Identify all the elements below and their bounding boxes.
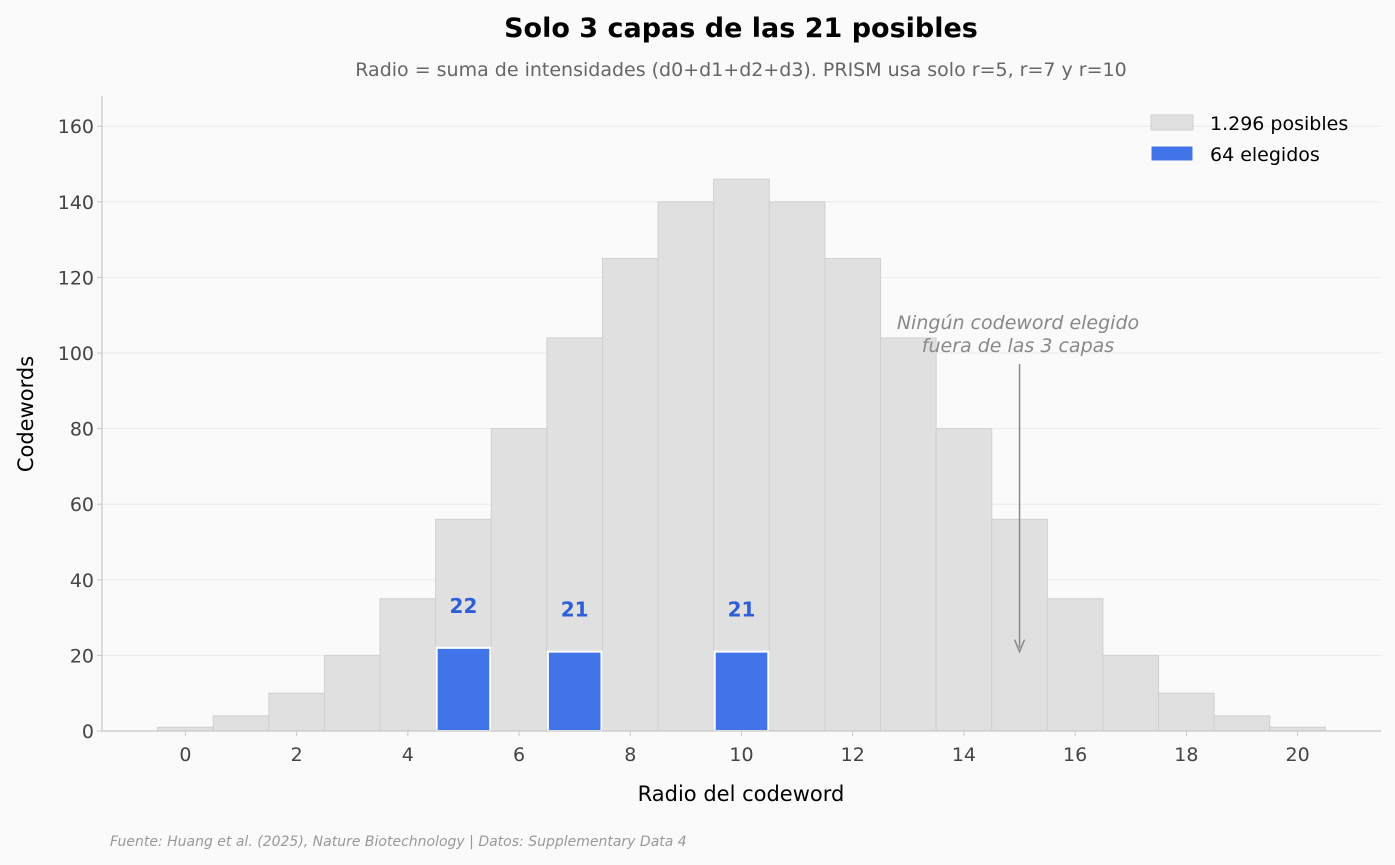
bar-possible <box>1102 654 1160 732</box>
y-tick-label: 80 <box>70 419 94 441</box>
data-labels: 22 21 21 <box>450 594 756 622</box>
y-tick-label: 0 <box>82 721 94 743</box>
y-tick-label: 20 <box>70 645 94 667</box>
bar-possible <box>490 428 548 732</box>
x-tick-label: 8 <box>624 744 636 766</box>
x-tick-label: 16 <box>1063 744 1087 766</box>
y-tick-label: 60 <box>70 494 94 516</box>
bar-possible <box>1213 715 1271 732</box>
x-tick-label: 12 <box>841 744 865 766</box>
x-tick-label: 18 <box>1174 744 1198 766</box>
bar-possible <box>212 715 270 732</box>
x-tick-label: 14 <box>952 744 976 766</box>
y-tick-label: 40 <box>70 570 94 592</box>
bar-possible <box>323 654 381 732</box>
x-tick-label: 2 <box>291 744 303 766</box>
bar-possible <box>768 201 826 732</box>
annotation-line-1: Ningún codeword elegido <box>897 312 1139 334</box>
bars-possible <box>157 178 1326 732</box>
x-tick-label: 20 <box>1285 744 1309 766</box>
x-tick-label: 6 <box>513 744 525 766</box>
source-note: Fuente: Huang et al. (2025), Nature Biot… <box>110 834 687 850</box>
bar-selected <box>546 650 603 732</box>
data-label: 21 <box>728 598 756 622</box>
data-label: 22 <box>450 594 478 618</box>
y-tick-label: 160 <box>58 116 94 138</box>
bar-possible <box>880 337 937 732</box>
bar-possible <box>1046 598 1104 732</box>
bar-possible <box>601 258 659 732</box>
y-tick-label: 120 <box>58 267 94 289</box>
y-ticks: 0 20 40 60 80 100 120 140 160 <box>58 116 102 743</box>
bars-selected <box>435 646 770 732</box>
bar-possible <box>268 692 325 732</box>
x-tick-label: 10 <box>729 744 753 766</box>
annotation-line-2: fuera de las 3 capas <box>922 335 1114 357</box>
x-ticks: 0 2 4 6 8 10 12 14 16 18 20 <box>179 731 1310 766</box>
x-axis-label: Radio del codeword <box>638 782 845 806</box>
bar-possible <box>379 598 437 732</box>
chart-title: Solo 3 capas de las 21 posibles <box>504 13 978 44</box>
bar-possible <box>935 428 993 732</box>
y-tick-label: 140 <box>58 192 94 214</box>
legend-label-possible: 1.296 posibles <box>1210 113 1348 135</box>
bar-selected <box>713 650 770 732</box>
y-axis-label: Codewords <box>14 356 38 472</box>
bar-possible <box>1158 692 1215 732</box>
legend-label-selected: 64 elegidos <box>1210 144 1320 166</box>
data-label: 21 <box>561 598 589 622</box>
x-tick-label: 4 <box>402 744 414 766</box>
chart-subtitle: Radio = suma de intensidades (d0+d1+d2+d… <box>355 59 1126 81</box>
legend-swatch-selected <box>1150 145 1194 162</box>
bar-possible <box>824 258 882 732</box>
bar-possible <box>657 201 715 732</box>
bar-possible <box>713 178 770 732</box>
legend: 1.296 posibles 64 elegidos <box>1150 113 1348 166</box>
y-tick-label: 100 <box>58 343 94 365</box>
legend-swatch-possible <box>1150 114 1194 131</box>
bar-selected <box>435 646 492 732</box>
annotation: Ningún codeword elegido fuera de las 3 c… <box>897 312 1139 654</box>
annotation-arrowhead <box>1013 639 1026 654</box>
x-tick-label: 0 <box>179 744 191 766</box>
